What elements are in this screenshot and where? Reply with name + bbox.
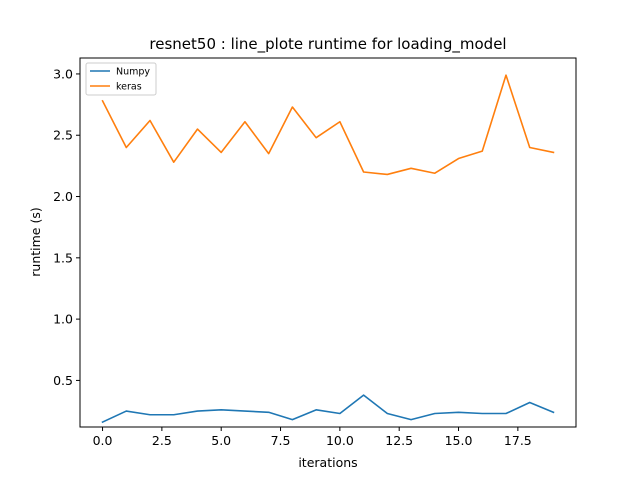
- legend-label: keras: [116, 82, 142, 93]
- series-line-1: [101, 74, 555, 176]
- x-tick-label: 5.0: [211, 433, 231, 448]
- x-tick-label: 0.0: [93, 433, 113, 448]
- legend-label: Numpy: [116, 67, 150, 78]
- y-tick-label: 3.0: [53, 66, 73, 81]
- y-tick-label: 2.5: [53, 128, 73, 143]
- x-tick-label: 2.5: [152, 433, 172, 448]
- y-tick-label: 0.5: [53, 373, 73, 388]
- x-tick-label: 10.0: [326, 433, 354, 448]
- x-tick-label: 7.5: [271, 433, 291, 448]
- legend: Numpy keras: [85, 62, 157, 96]
- x-axis-label: iterations: [298, 455, 357, 470]
- y-axis-ticks: 0.5 1.0 1.5 2.0 2.5 3.0: [53, 66, 80, 388]
- y-tick-label: 1.5: [53, 250, 73, 265]
- y-tick-label: 1.0: [53, 312, 73, 327]
- x-axis-ticks: 0.0 2.5 5.0 7.5 10.0 12.5 15.0 17.5: [93, 427, 532, 448]
- x-tick-label: 15.0: [445, 433, 473, 448]
- series-line-0: [101, 394, 555, 424]
- x-tick-label: 17.5: [504, 433, 532, 448]
- y-axis-label: runtime (s): [28, 207, 43, 276]
- y-tick-label: 2.0: [53, 189, 73, 204]
- x-tick-label: 12.5: [385, 433, 413, 448]
- plot-frame: [79, 57, 577, 428]
- series-layer: [101, 74, 555, 424]
- chart-title: resnet50 : line_plote runtime for loadin…: [149, 35, 506, 54]
